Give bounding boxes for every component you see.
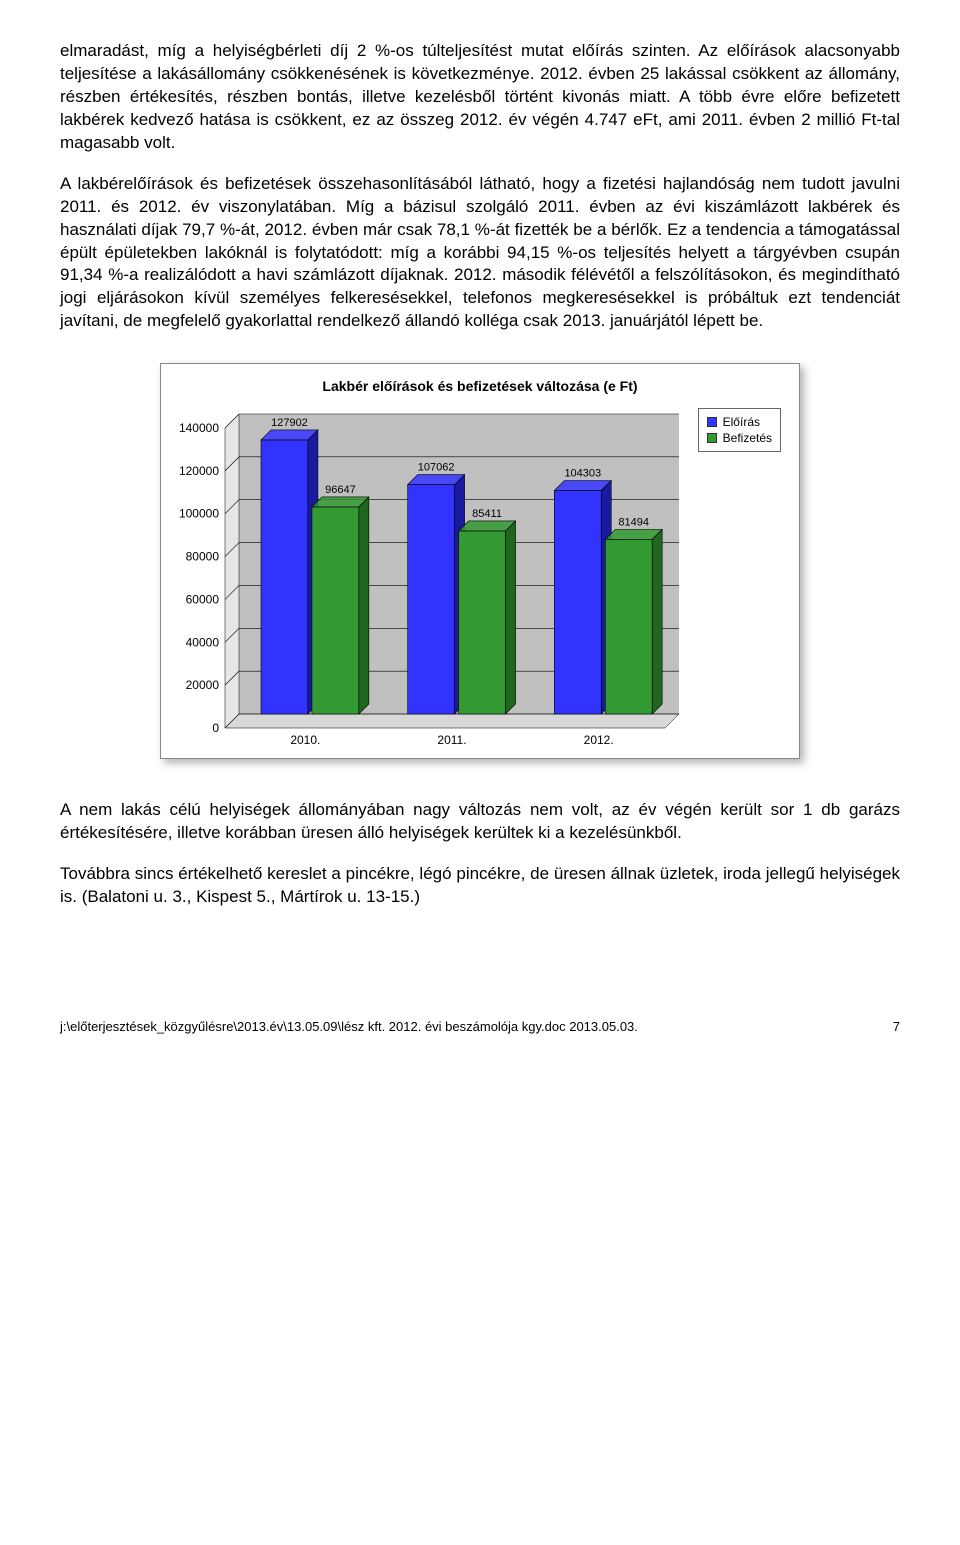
chart-container: Lakbér előírások és befizetések változás… xyxy=(160,363,800,759)
svg-text:0: 0 xyxy=(212,721,219,735)
bar-chart: 0 20000 40000 60000 80000 100000 120000 140000 1… xyxy=(179,404,692,744)
svg-text:20000: 20000 xyxy=(186,678,220,692)
svg-text:40000: 40000 xyxy=(186,636,220,650)
page-footer: j:\előterjesztések_közgyűlésre\2013.év\1… xyxy=(60,1019,900,1034)
footer-page-number: 7 xyxy=(893,1019,900,1034)
svg-text:127902: 127902 xyxy=(271,417,308,429)
legend-swatch xyxy=(707,433,717,443)
svg-text:81494: 81494 xyxy=(618,517,649,529)
paragraph-4: Továbbra sincs értékelhető kereslet a pi… xyxy=(60,863,900,909)
svg-text:2011.: 2011. xyxy=(437,733,466,744)
paragraph-1: elmaradást, míg a helyiségbérleti díj 2 … xyxy=(60,40,900,155)
svg-text:96647: 96647 xyxy=(325,484,356,496)
legend-label: Előírás xyxy=(723,415,760,429)
legend-swatch xyxy=(707,417,717,427)
chart-legend: Előírás Befizetés xyxy=(698,408,781,452)
legend-item: Előírás xyxy=(707,415,772,429)
svg-text:80000: 80000 xyxy=(186,550,220,564)
svg-text:120000: 120000 xyxy=(179,464,219,478)
svg-text:2012.: 2012. xyxy=(584,733,614,744)
paragraph-3: A nem lakás célú helyiségek állományában… xyxy=(60,799,900,845)
svg-text:85411: 85411 xyxy=(472,508,502,520)
footer-path: j:\előterjesztések_közgyűlésre\2013.év\1… xyxy=(60,1019,638,1034)
svg-text:107062: 107062 xyxy=(418,462,455,474)
svg-text:60000: 60000 xyxy=(186,593,220,607)
svg-text:100000: 100000 xyxy=(179,507,219,521)
legend-label: Befizetés xyxy=(723,431,772,445)
paragraph-2: A lakbérelőírások és befizetések összeha… xyxy=(60,173,900,334)
svg-text:104303: 104303 xyxy=(564,468,601,480)
chart-title: Lakbér előírások és befizetések változás… xyxy=(179,378,781,394)
svg-text:2010.: 2010. xyxy=(290,733,320,744)
legend-item: Befizetés xyxy=(707,431,772,445)
svg-text:140000: 140000 xyxy=(179,421,219,435)
